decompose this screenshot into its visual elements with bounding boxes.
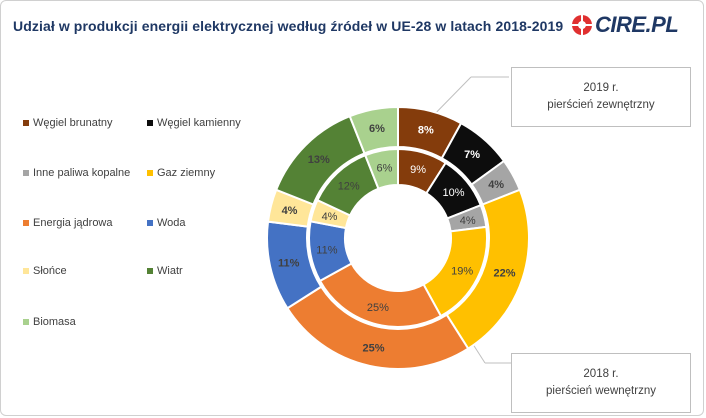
- legend-label: Węgiel kamienny: [157, 117, 241, 129]
- callout-inner-year: 2018 r.: [583, 368, 619, 380]
- inner-ring-data-label: 25%: [367, 302, 389, 314]
- outer-ring-data-label: 25%: [363, 342, 385, 354]
- inner-ring-slice: [363, 147, 399, 191]
- legend-label: Biomasa: [33, 316, 76, 328]
- callout-inner-desc: pierścień wewnętrzny: [546, 385, 656, 397]
- outer-ring-data-label: 8%: [418, 125, 434, 137]
- outer-ring-data-label: 6%: [369, 123, 385, 135]
- legend-label: Słońce: [33, 265, 67, 277]
- legend-item: Inne paliwa kopalne: [23, 167, 130, 179]
- inner-ring-data-label: 10%: [442, 187, 464, 199]
- legend-item: Węgiel kamienny: [147, 117, 241, 129]
- inner-ring-data-label: 4%: [322, 211, 338, 223]
- legend-item: Energia jądrowa: [23, 217, 113, 229]
- outer-ring-data-label: 13%: [308, 154, 330, 166]
- callout-outer-year: 2019 r.: [583, 82, 619, 94]
- legend-label: Gaz ziemny: [157, 167, 216, 179]
- chart-legend: Węgiel brunatny Węgiel kamienny Inne pal…: [23, 1, 283, 418]
- cire-logo: CIRE.PL: [569, 11, 701, 39]
- outer-ring-slice: [348, 105, 399, 155]
- legend-item: Gaz ziemny: [147, 167, 215, 179]
- inner-ring-data-label: 9%: [410, 164, 426, 176]
- legend-item: Słońce: [23, 265, 67, 277]
- legend-item: Biomasa: [23, 316, 76, 328]
- labels-group: 8% 7% 4% 22% 25% 11% 4% 13% 6% 9% 10% 4% 19% 25% 11% 4%…: [278, 123, 516, 354]
- legend-label: Woda: [157, 217, 186, 229]
- legend-swatch: [147, 170, 153, 176]
- legend-swatch: [23, 120, 29, 126]
- legend-label: Węgiel brunatny: [33, 117, 113, 129]
- legend-swatch: [23, 170, 29, 176]
- callout-inner-ring: 2018 r. pierścień wewnętrzny: [511, 353, 691, 413]
- callout-outer-ring: 2019 r. pierścień zewnętrzny: [511, 67, 691, 127]
- legend-swatch: [147, 220, 153, 226]
- legend-label: Inne paliwa kopalne: [33, 167, 131, 179]
- outer-ring-data-label: 4%: [282, 205, 298, 217]
- legend-swatch: [23, 268, 29, 274]
- inner-ring-data-label: 12%: [338, 181, 360, 193]
- outer-ring-data-label: 4%: [488, 179, 504, 191]
- cire-logo-icon: [572, 15, 592, 35]
- inner-ring-data-label: 11%: [316, 244, 337, 256]
- outer-ring-data-label: 11%: [278, 257, 300, 269]
- legend-label: Wiatr: [157, 265, 183, 277]
- inner-ring-data-label: 19%: [451, 266, 473, 278]
- legend-swatch: [23, 220, 29, 226]
- legend-item: Woda: [147, 217, 186, 229]
- logo-text: CIRE.PL: [595, 12, 679, 37]
- callout-outer-desc: pierścień zewnętrzny: [547, 99, 655, 111]
- outer-ring-data-label: 7%: [464, 149, 480, 161]
- outer-ring-data-label: 22%: [494, 268, 516, 280]
- inner-ring-data-label: 6%: [377, 162, 393, 174]
- rings-group: [266, 105, 530, 370]
- legend-item: Węgiel brunatny: [23, 117, 113, 129]
- legend-label: Energia jądrowa: [33, 217, 113, 229]
- legend-swatch: [147, 120, 153, 126]
- legend-swatch: [147, 268, 153, 274]
- legend-item: Wiatr: [147, 265, 183, 277]
- chart-title: Udział w produkcji energii elektrycznej …: [13, 18, 564, 34]
- inner-ring-data-label: 4%: [460, 215, 476, 227]
- legend-swatch: [23, 319, 29, 325]
